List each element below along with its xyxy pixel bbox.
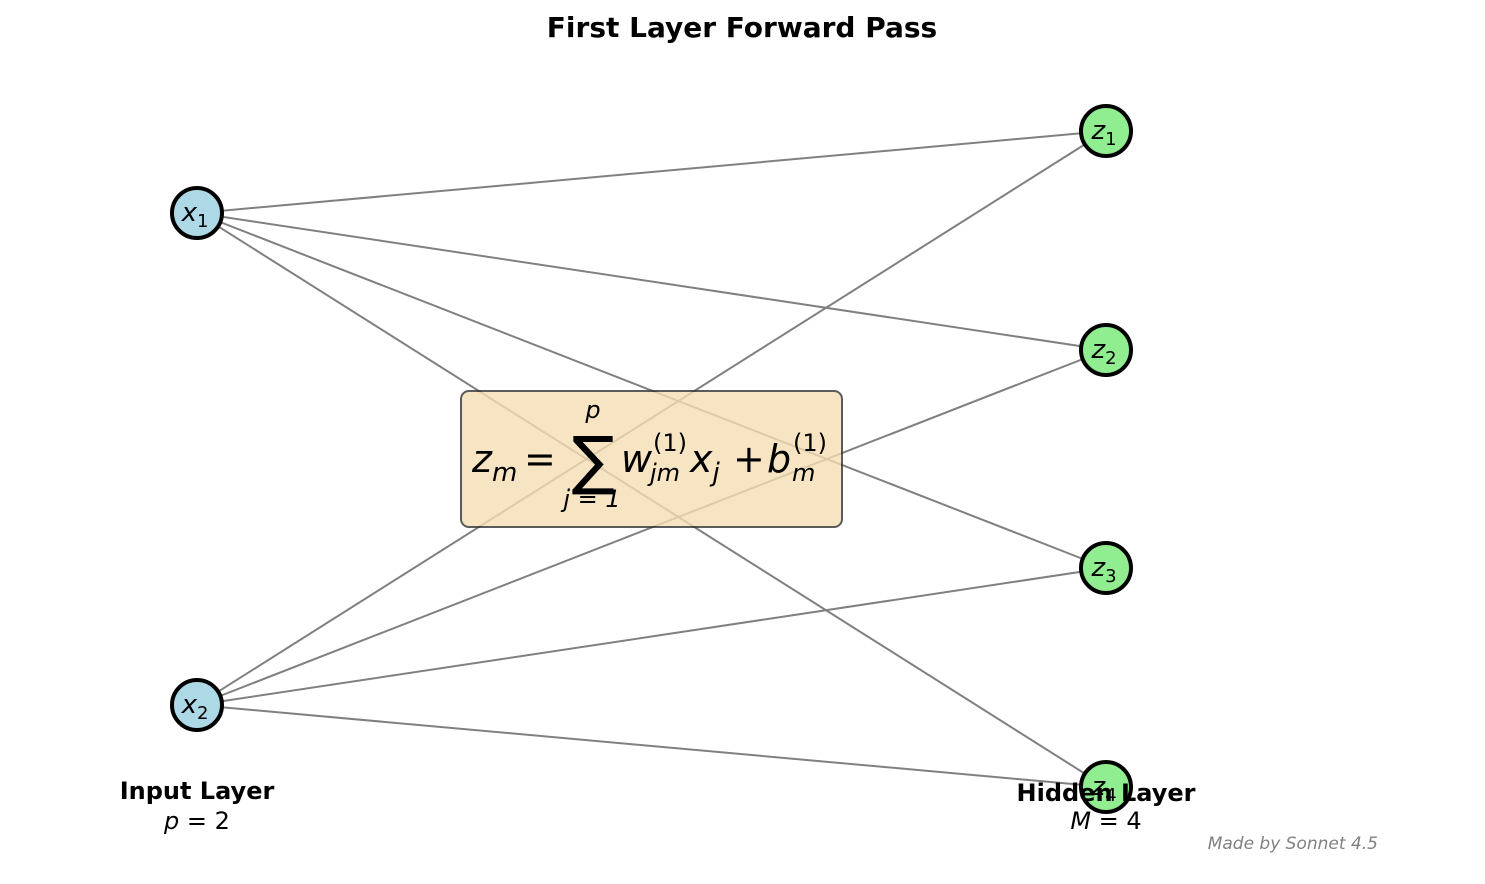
formula-equals: = <box>524 437 556 481</box>
input-node-circle <box>170 678 224 732</box>
input-node-2: x2 <box>170 678 224 732</box>
sum-lower-limit: j = 1 <box>560 485 620 513</box>
input-layer-title: Input Layer <box>120 777 275 805</box>
formula-input: xj <box>689 437 721 488</box>
formula-bias: b <box>767 437 791 481</box>
hidden-layer-title: Hidden Layer <box>1017 779 1196 807</box>
formula-box-background <box>460 390 843 528</box>
edge-x1-z2 <box>196 212 1107 351</box>
hidden-node-circle <box>1079 760 1133 814</box>
edge-x1-z1 <box>196 130 1107 214</box>
hidden-node-label: z1 <box>1090 116 1116 150</box>
hidden-node-1: z1 <box>1079 104 1133 158</box>
credit-text: Made by Sonnet 4.5 <box>1208 834 1378 854</box>
diagram-title: First Layer Forward Pass <box>547 11 937 44</box>
hidden-layer-param: M = 4 <box>1070 807 1141 835</box>
edge-x2-z4 <box>196 704 1107 788</box>
input-node-label: x1 <box>181 198 209 232</box>
input-node-1: x1 <box>170 186 224 240</box>
input-layer-param: p = 2 <box>163 807 230 835</box>
input-node-label: x2 <box>181 690 209 724</box>
formula-lhs: zm <box>471 437 517 488</box>
weight-subscript: jm <box>647 459 680 487</box>
hidden-node-label: z2 <box>1090 335 1116 369</box>
hidden-node-2: z2 <box>1079 323 1133 377</box>
weight-superscript: (1) <box>653 429 687 457</box>
network-nodes: x1 x2 z1 z2 z3 z4 <box>170 104 1133 814</box>
hidden-node-circle <box>1079 323 1133 377</box>
summation-symbol: ∑ <box>571 424 614 498</box>
bias-subscript: m <box>792 459 815 487</box>
formula-weight: w <box>621 437 653 481</box>
bias-superscript: (1) <box>793 429 827 457</box>
formula-plus: + <box>733 437 765 481</box>
hidden-node-label: z4 <box>1090 772 1116 806</box>
edge-x2-z3 <box>196 567 1107 706</box>
input-node-circle <box>170 186 224 240</box>
hidden-node-3: z3 <box>1079 541 1133 595</box>
hidden-node-4: z4 <box>1079 760 1133 814</box>
formula-box: zm = p ∑ j = 1 w (1) jm xj + b (1) m <box>460 390 843 528</box>
hidden-node-circle <box>1079 541 1133 595</box>
hidden-node-label: z3 <box>1090 553 1116 587</box>
hidden-node-circle <box>1079 104 1133 158</box>
sum-upper-limit: p <box>584 396 600 424</box>
